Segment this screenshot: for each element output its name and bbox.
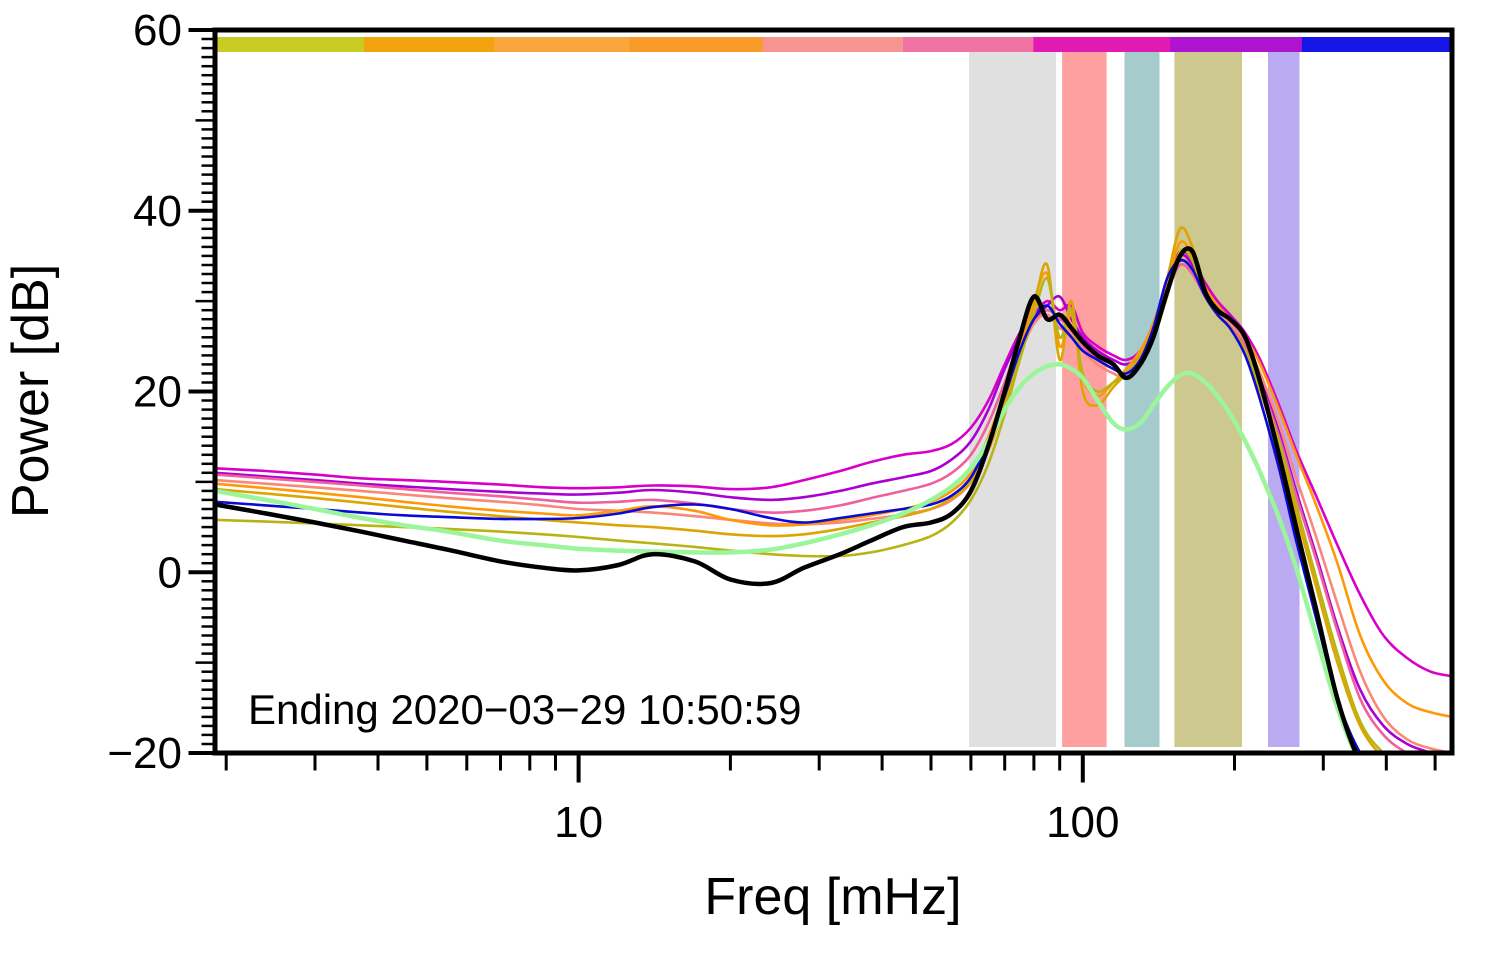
plot-border [212,27,1455,756]
series-olive [215,247,1386,753]
series-blue [215,258,1362,753]
time-colorbar-segment-5 [903,37,1036,52]
time-colorbar-segment-0 [215,37,366,52]
series-rose [215,263,1410,753]
time-colorbar-segment-2 [494,37,632,52]
series-magenta [215,249,1452,678]
time-colorbar-segment-8 [1301,37,1452,52]
x-axis-label: Freq [mHz] [704,868,961,926]
time-colorbar-segment-1 [363,37,497,52]
shaded-band-lavender [1268,52,1300,747]
y-tick-label: 20 [133,368,182,417]
y-tick-label: 0 [158,548,182,597]
shaded-band-olive [1174,52,1242,747]
x-tick-label: 100 [1046,798,1119,847]
y-axis-label: Power [dB] [2,264,60,518]
x-tick-label: 10 [554,798,603,847]
series-palegreen [215,362,1358,753]
ending-time-annotation: Ending 2020−03−29 10:50:59 [248,686,802,733]
y-tick-label: 60 [133,6,182,55]
y-tick-label: 40 [133,187,182,236]
y-tick-label: −20 [107,729,182,778]
shaded-band-teal [1124,52,1160,747]
series-black [215,246,1359,753]
series-orange [215,240,1452,719]
time-colorbar-segment-3 [629,37,765,52]
time-colorbar-segment-4 [762,37,905,52]
series-salmon [215,258,1452,753]
time-colorbar-segment-7 [1170,37,1304,52]
time-colorbar-segment-6 [1033,37,1173,52]
